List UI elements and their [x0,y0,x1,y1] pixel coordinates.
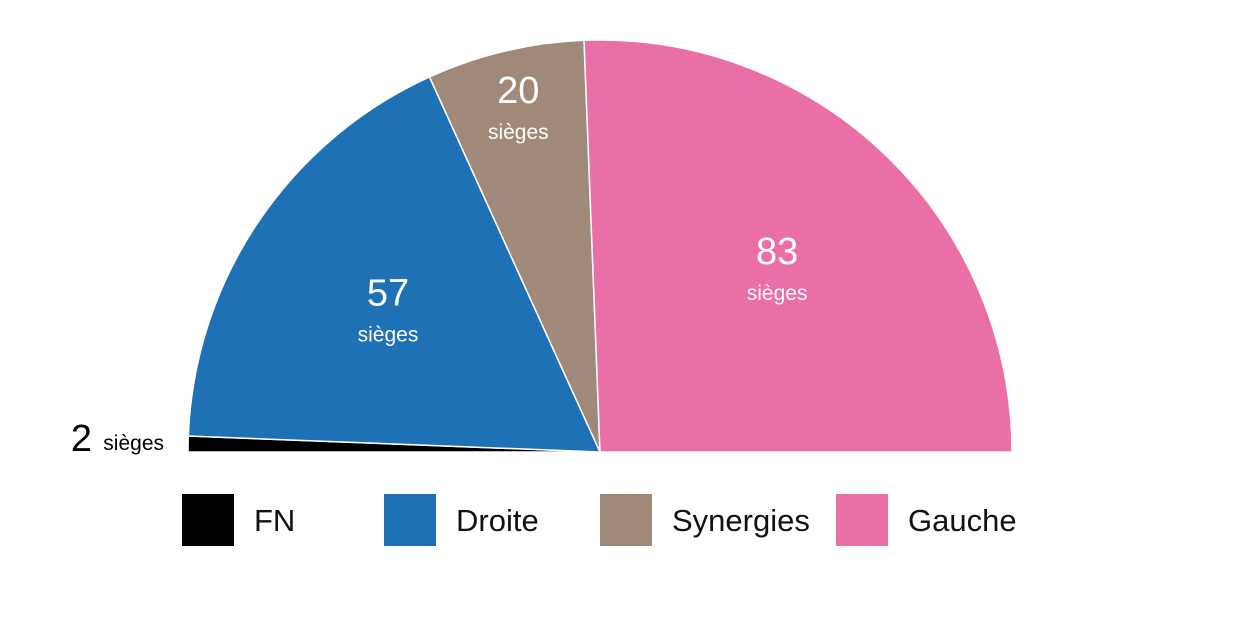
slice-droite-value-label: 57 [367,273,409,315]
legend-swatch-fn [182,494,234,546]
legend-swatch-gauche [836,494,888,546]
slice-synergies [428,39,601,453]
chart-slices [187,39,1013,453]
slice-gauche-unit-label: sièges [747,282,808,305]
slice-droite-unit-label: sièges [358,324,419,347]
slice-synergies-unit-label: sièges [488,121,549,144]
legend-label-gauche: Gauche [908,503,1017,538]
chart-labels: sièges 2 57 sièges 20 sièges 83 sièges [71,70,808,460]
slice-gauche [583,39,1013,453]
slice-fn-unit-label: sièges [103,432,164,455]
legend-swatch-synergies [600,494,652,546]
legend-label-synergies: Synergies [672,503,810,538]
slice-gauche-value-label: 83 [756,231,798,273]
slice-fn-value-label: 2 [71,418,92,460]
slice-synergies-value-label: 20 [497,70,539,112]
legend-label-fn: FN [254,503,295,538]
slice-droite [187,76,601,453]
legend-label-droite: Droite [456,503,539,538]
chart-legend: FN Droite Synergies Gauche [182,494,1017,546]
legend-swatch-droite [384,494,436,546]
